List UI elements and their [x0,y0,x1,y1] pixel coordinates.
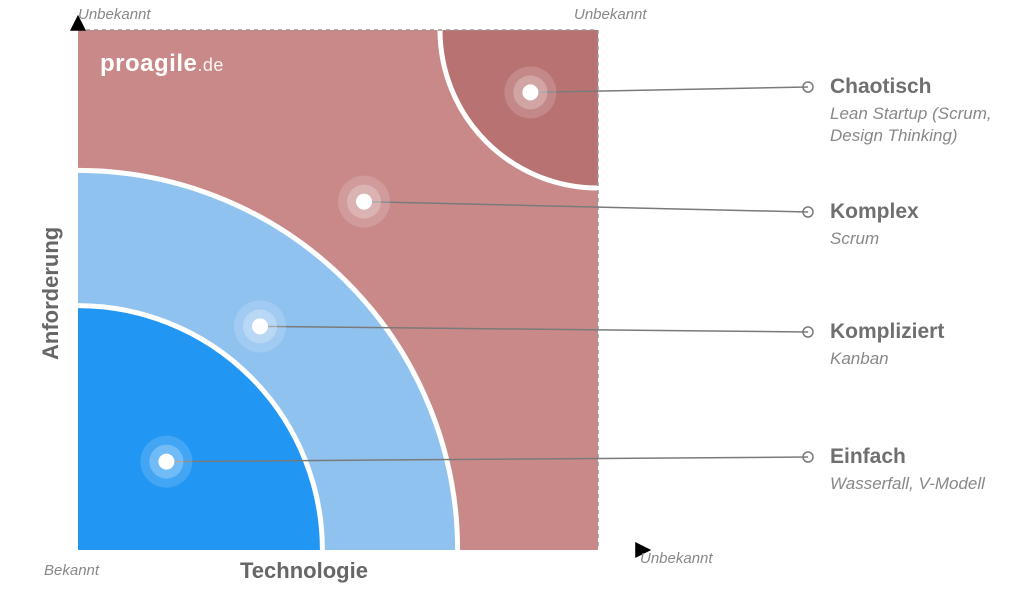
legend-subtitle: Scrum [830,228,919,250]
brand-logo: proagile.de [100,50,224,78]
legend-subtitle: Wasserfall, V-Modell [830,473,985,495]
origin-label: Bekannt [44,562,99,579]
legend-item-komplex: Komplex Scrum [830,200,919,250]
stacey-matrix-diagram: Unbekannt Unbekannt Unbekannt Bekannt Te… [0,0,1024,596]
legend-subtitle: Kanban [830,348,944,370]
legend-item-einfach: Einfach Wasserfall, V-Modell [830,445,985,495]
legend-title: Kompliziert [830,320,944,344]
legend-title: Komplex [830,200,919,224]
legend-title: Einfach [830,445,985,469]
y-axis-end-label: Unbekannt [78,6,151,23]
x-axis-label: Technologie [240,558,368,584]
y-axis-label: Anforderung [38,227,64,360]
brand-bold: proagile [100,50,197,77]
brand-light: .de [197,55,224,75]
legend-item-chaotisch: Chaotisch Lean Startup (Scrum, Design Th… [830,75,1020,147]
legend-item-kompliziert: Kompliziert Kanban [830,320,944,370]
legend-title: Chaotisch [830,75,1020,99]
x-axis-end-label: Unbekannt [640,550,713,567]
corner-top-right-label: Unbekannt [574,6,647,23]
legend-subtitle: Lean Startup (Scrum, Design Thinking) [830,103,1020,147]
